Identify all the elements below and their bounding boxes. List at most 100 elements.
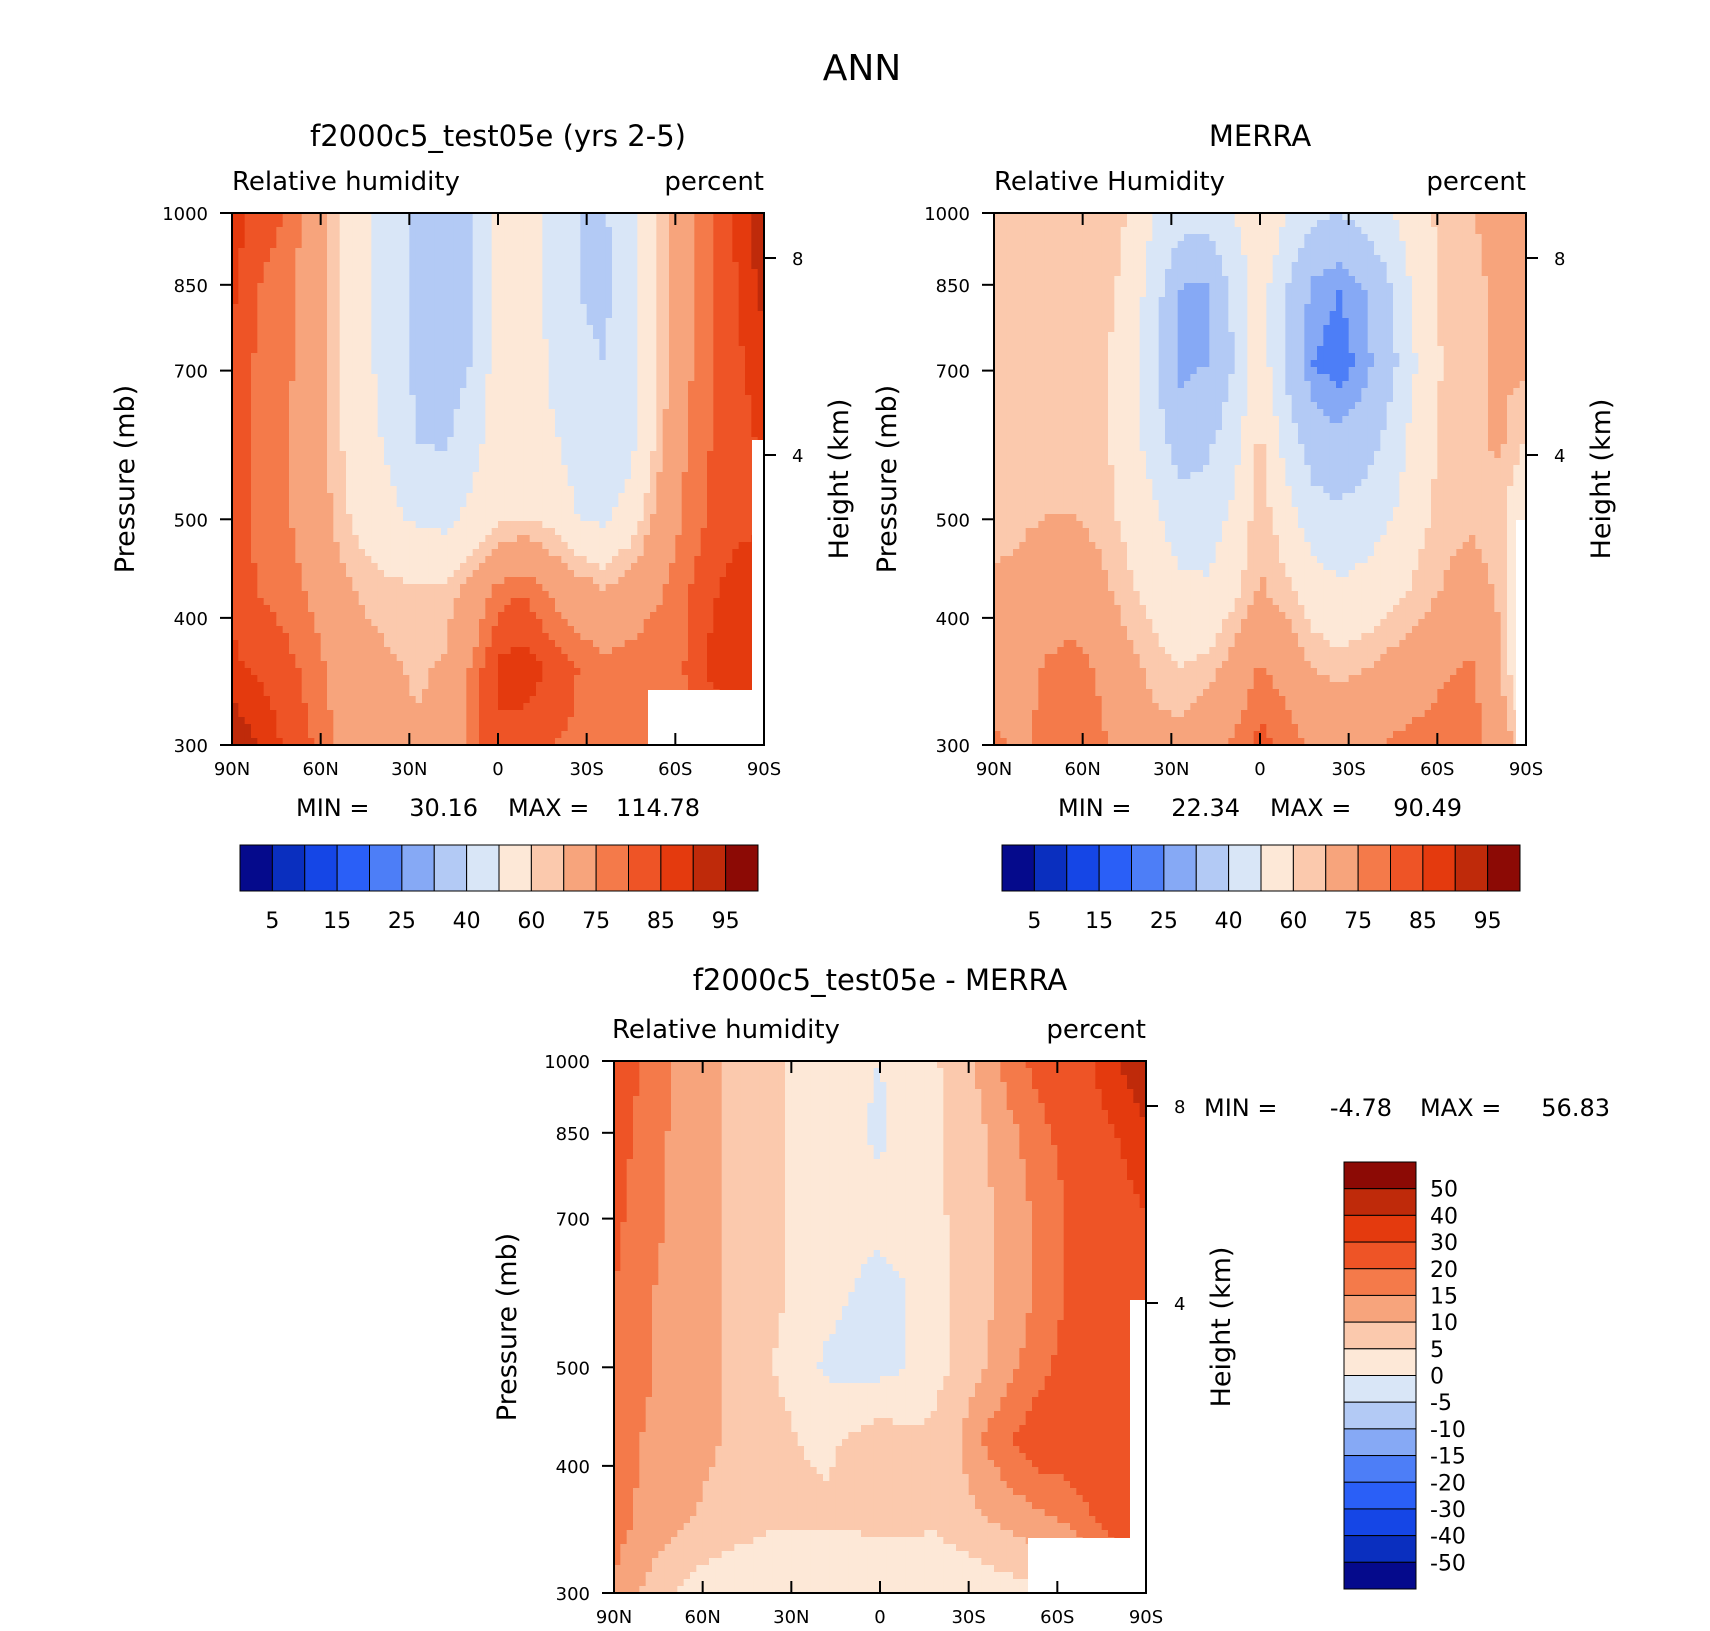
heatmap-cell — [536, 248, 543, 256]
heatmap-cell — [719, 346, 727, 354]
heatmap-cell — [485, 332, 493, 340]
heatmap-cell — [472, 451, 480, 459]
heatmap-cell — [498, 493, 505, 501]
heatmap-cell — [574, 276, 581, 284]
heatmap-cell — [409, 591, 417, 599]
heatmap-cell — [707, 374, 714, 382]
heatmap-cell — [681, 465, 689, 473]
heatmap-cell — [700, 458, 708, 466]
heatmap-cell — [244, 332, 252, 340]
heatmap-cell — [726, 283, 733, 291]
heatmap-cell — [593, 360, 600, 368]
heatmap-cell — [542, 437, 550, 445]
heatmap-cell — [580, 346, 588, 354]
heatmap-cell — [479, 311, 486, 319]
heatmap-cell — [586, 577, 594, 585]
heatmap-cell — [453, 290, 461, 298]
heatmap-cell — [504, 213, 512, 221]
heatmap-cell — [263, 493, 271, 501]
heatmap-cell — [422, 584, 429, 592]
heatmap-cell — [415, 584, 423, 592]
heatmap-cell — [618, 381, 626, 389]
heatmap-cell — [479, 528, 486, 536]
heatmap-cell — [320, 276, 328, 284]
heatmap-cell — [472, 395, 480, 403]
heatmap-cell — [263, 521, 271, 529]
heatmap-cell — [415, 458, 423, 466]
heatmap-cell — [415, 479, 423, 487]
heatmap-cell — [631, 213, 638, 221]
heatmap-cell — [529, 458, 537, 466]
heatmap-cell — [365, 262, 372, 270]
heatmap-cell — [574, 402, 581, 410]
heatmap-cell — [593, 395, 600, 403]
heatmap-cell — [561, 262, 569, 270]
heatmap-cell — [276, 423, 284, 431]
heatmap-cell — [282, 416, 290, 424]
heatmap-cell — [726, 619, 733, 627]
heatmap-cell — [346, 479, 353, 487]
heatmap-cell — [618, 451, 626, 459]
heatmap-cell — [396, 311, 404, 319]
heatmap-cell — [479, 297, 486, 305]
heatmap-cell — [700, 353, 708, 361]
heatmap-cell — [586, 514, 594, 522]
heatmap-cell — [460, 388, 467, 396]
heatmap-cell — [599, 276, 607, 284]
heatmap-cell — [428, 290, 436, 298]
heatmap-cell — [681, 507, 689, 515]
heatmap-cell — [694, 486, 702, 494]
heatmap-cell — [694, 213, 702, 221]
heatmap-cell — [707, 234, 714, 242]
heatmap-cell — [504, 220, 512, 228]
heatmap-cell — [732, 451, 740, 459]
heatmap-cell — [504, 486, 512, 494]
heatmap-cell — [415, 619, 423, 627]
heatmap-cell — [460, 535, 467, 543]
heatmap-cell — [485, 395, 493, 403]
heatmap-cell — [422, 353, 429, 361]
heatmap-cell — [555, 255, 562, 263]
heatmap-cell — [466, 276, 474, 284]
heatmap-cell — [232, 472, 239, 480]
heatmap-cell — [384, 248, 391, 256]
heatmap-cell — [662, 283, 670, 291]
heatmap-cell — [333, 416, 341, 424]
heatmap-cell — [491, 402, 499, 410]
heatmap-cell — [662, 486, 670, 494]
heatmap-cell — [523, 444, 531, 452]
heatmap-cell — [580, 311, 588, 319]
heatmap-cell — [669, 234, 676, 242]
heatmap-cell — [358, 297, 366, 305]
heatmap-cell — [662, 507, 670, 515]
heatmap-cell — [365, 626, 372, 634]
heatmap-cell — [567, 584, 575, 592]
heatmap-cell — [504, 521, 512, 529]
heatmap-cell — [460, 360, 467, 368]
heatmap-cell — [308, 283, 315, 291]
heatmap-cell — [612, 381, 619, 389]
heatmap-cell — [346, 605, 353, 613]
heatmap-cell — [593, 598, 600, 606]
heatmap-cell — [327, 353, 334, 361]
heatmap-cell — [434, 542, 442, 550]
heatmap-cell — [631, 521, 638, 529]
heatmap-cell — [726, 381, 733, 389]
heatmap-cell — [523, 269, 531, 277]
heatmap-cell — [365, 612, 372, 620]
heatmap-cell — [599, 339, 607, 347]
heatmap-cell — [650, 423, 657, 431]
heatmap-cell — [700, 549, 708, 557]
heatmap-cell — [358, 535, 366, 543]
heatmap-cell — [460, 367, 467, 375]
heatmap-cell — [700, 395, 708, 403]
heatmap-cell — [479, 234, 486, 242]
heatmap-cell — [637, 220, 645, 228]
heatmap-cell — [523, 458, 531, 466]
heatmap-cell — [675, 619, 683, 627]
heatmap-cell — [244, 381, 252, 389]
heatmap-cell — [352, 612, 360, 620]
heatmap-cell — [289, 388, 296, 396]
heatmap-cell — [377, 563, 385, 571]
heatmap-cell — [289, 346, 296, 354]
